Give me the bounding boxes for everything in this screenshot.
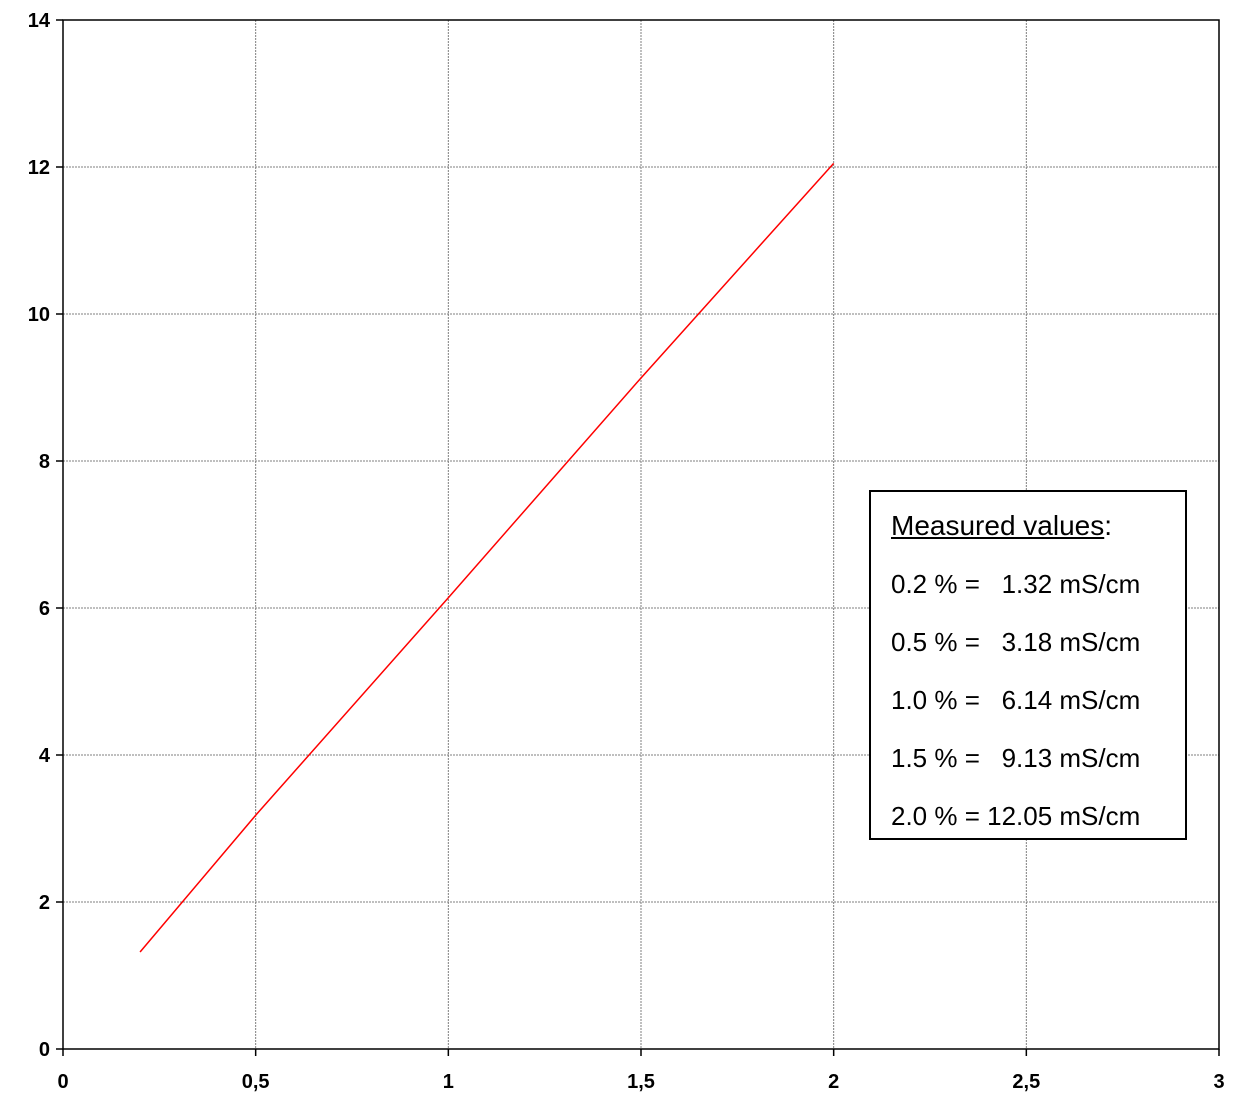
x-tick-label-1: 0,5 bbox=[242, 1071, 270, 1093]
x-tick-label-4: 2 bbox=[828, 1071, 839, 1093]
tick-labels: 0 0,5 1 1,5 2 2,5 3 0 2 4 6 8 10 12 14 bbox=[28, 10, 1225, 1093]
x-tick-label-0: 0 bbox=[57, 1071, 68, 1093]
y-tick-label-7: 14 bbox=[28, 10, 51, 32]
x-tick-label-2: 1 bbox=[443, 1071, 454, 1093]
series-line-0 bbox=[139, 162, 835, 953]
y-tick-label-5: 10 bbox=[28, 304, 50, 326]
y-tick-label-2: 4 bbox=[39, 745, 51, 767]
measured-value-line-2: 0.5 % = 3.18 mS/cm bbox=[891, 627, 1141, 657]
y-tick-label-6: 12 bbox=[28, 157, 50, 179]
y-tick-label-3: 6 bbox=[39, 598, 50, 620]
measured-values-title-colon: : bbox=[1104, 510, 1113, 541]
measured-value-line-3: 1.0 % = 6.14 mS/cm bbox=[891, 685, 1141, 715]
series bbox=[139, 162, 835, 953]
axes bbox=[56, 19, 1220, 1056]
measured-value-line-1: 0.2 % = 1.32 mS/cm bbox=[891, 569, 1141, 599]
x-tick-label-6: 3 bbox=[1213, 1071, 1224, 1093]
x-tick-label-5: 2,5 bbox=[1012, 1071, 1040, 1093]
y-tick-label-1: 2 bbox=[39, 892, 50, 914]
x-tick-label-3: 1,5 bbox=[627, 1071, 655, 1093]
measured-values-box: Measured values: 0.2 % = 1.32 mS/cm 0.5 … bbox=[869, 490, 1187, 840]
measured-value-line-4: 1.5 % = 9.13 mS/cm bbox=[891, 743, 1141, 773]
y-tick-label-0: 0 bbox=[39, 1039, 50, 1061]
measured-values-title: Measured values: bbox=[891, 506, 1185, 564]
measured-values-title-text: Measured values bbox=[891, 510, 1105, 541]
measured-value-line-5: 2.0 % = 12.05 mS/cm bbox=[891, 801, 1141, 831]
y-tick-label-4: 8 bbox=[39, 451, 50, 473]
